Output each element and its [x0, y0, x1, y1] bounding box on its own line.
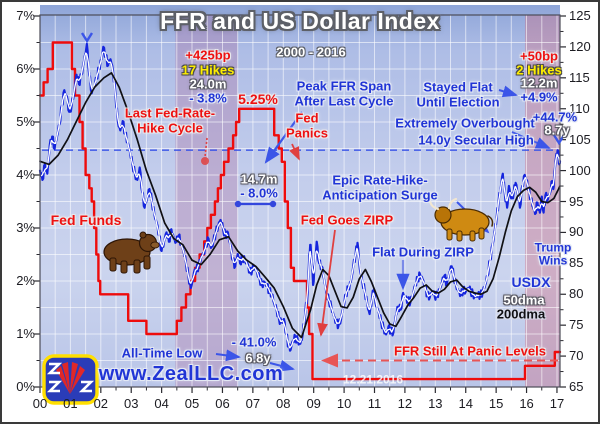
- axis-label: 120: [569, 38, 591, 54]
- annotation-date: 12.21.2016: [342, 372, 404, 387]
- hike-cycle-pointer-dot: [201, 157, 209, 165]
- fed-zirp-arrow: [317, 229, 336, 337]
- axis-label: 06: [215, 396, 230, 411]
- annotation-5-25-pct: 5.25%: [238, 91, 278, 108]
- chart-title: FFR and US Dollar Index: [160, 8, 440, 35]
- annotation-all-time-low: All-Time Low: [121, 345, 203, 361]
- annotation-14-7m: 14.7m: [240, 171, 278, 187]
- annotation-fed-goes-zirp: Fed Goes ZIRP: [300, 212, 394, 228]
- legend-usdx: USDX: [511, 274, 551, 291]
- annotation-minus-41: - 41.0%: [231, 334, 277, 350]
- annotation-minus-3-8: - 3.8%: [189, 90, 227, 106]
- gridlines: [39, 15, 560, 387]
- all-time-low-arrow: [215, 349, 241, 362]
- axis-label: 15: [488, 396, 504, 411]
- series-usdx-200dma: [39, 72, 561, 339]
- watermark-link[interactable]: www.ZealLLC.com: [98, 362, 284, 385]
- axis-label: 13: [428, 396, 443, 411]
- legend-200dma: 200dma: [496, 306, 546, 322]
- axis-label: 90: [569, 224, 584, 240]
- series-usdx-50dma: [40, 51, 561, 349]
- peak-span-arrow: [264, 111, 303, 164]
- axis-label: 105: [569, 131, 591, 147]
- axis-label: 125: [569, 8, 591, 23]
- annotation-plus50bp: +50bp: [520, 48, 558, 64]
- axis-label: 1%: [16, 326, 35, 341]
- annotation-panic-levels: FFR Still At Panic Levels: [394, 343, 546, 359]
- data-series: [38, 41, 562, 381]
- annotation-plus425bp: +425bp: [185, 47, 231, 63]
- annotation-epic-surge: Epic Rate-Hike- Anticipation Surge: [322, 172, 438, 202]
- axis-label: 16: [519, 396, 534, 411]
- annotation-8-7y: 8.7y: [544, 122, 570, 138]
- axis-label: 2%: [16, 273, 35, 288]
- annotation-6-8y: 6.8y: [245, 350, 271, 366]
- axis-label: 12: [397, 396, 413, 411]
- axis-label: 02: [93, 396, 109, 411]
- axis-label: 80: [569, 286, 584, 302]
- axis-label: 70: [569, 348, 584, 364]
- annotation-stayed-flat: Stayed Flat Until Election: [416, 79, 500, 109]
- axis-label: 100: [569, 162, 591, 178]
- plot-frame: [39, 14, 561, 388]
- axis-label: 03: [123, 396, 139, 411]
- axis-label: 04: [154, 396, 169, 411]
- fed-panics-arrow: [289, 143, 300, 161]
- axis-label: 08: [276, 396, 291, 411]
- annotation-plus-4-9: +4.9%: [520, 89, 558, 105]
- bull-icon: [428, 197, 494, 242]
- axis-label: 110: [569, 100, 590, 116]
- annotation-minus-8: - 8.0%: [240, 185, 278, 201]
- axis-label: 6%: [16, 61, 35, 76]
- annotation-fed-funds: Fed Funds: [50, 212, 122, 229]
- axis-label: 65: [569, 379, 584, 394]
- low-point-arrow: [269, 359, 295, 372]
- axis-label: 17: [549, 396, 565, 411]
- annotation-2-hikes: 2 Hikes: [516, 62, 562, 78]
- hike-cycle-pointer: [204, 137, 208, 158]
- peak-span-measure: [234, 200, 277, 208]
- overbought-arrow: [511, 131, 551, 149]
- axis-label: 75: [569, 317, 584, 333]
- axis-label: 85: [569, 255, 584, 271]
- annotation-24m: 24.0m: [189, 76, 227, 92]
- axis-label: 07: [245, 396, 261, 411]
- stayed-flat-arrow: [498, 85, 518, 98]
- axis-label: 4%: [16, 167, 35, 182]
- axis-label: 115: [569, 69, 590, 85]
- axis-label: 7%: [16, 8, 35, 23]
- axis-label: 01: [63, 396, 78, 411]
- annotation-12-2m: 12.2m: [520, 75, 558, 91]
- axis-label: 09: [306, 396, 321, 411]
- annotation-17-hikes: 17 Hikes: [181, 62, 235, 78]
- axis-label: 05: [184, 396, 200, 411]
- usdx-2017-peak-chevron-icon: [552, 134, 566, 146]
- annotation-trump-wins: Trump Wins: [534, 240, 572, 268]
- chart-subtitle: 2000 - 2016: [276, 44, 346, 60]
- axis-label: 11: [367, 396, 382, 411]
- annotation-peak-ffr-span: Peak FFR Span After Last Cycle: [294, 78, 394, 108]
- annotation-overbought: Extremely Overbought: [395, 115, 535, 131]
- axis-label: 14: [458, 396, 473, 411]
- axis-label: 3%: [16, 220, 35, 235]
- axis-label: 0%: [16, 379, 35, 394]
- legend-50dma: 50dma: [503, 292, 545, 308]
- annotation-fed-panics: Fed Panics: [286, 110, 328, 140]
- axis-label: 00: [32, 396, 48, 411]
- zeal-logo: [42, 354, 99, 405]
- axis-label: 10: [336, 396, 352, 411]
- axis-label: 5%: [16, 114, 35, 129]
- annotation-plus-44-7: +44.7%: [532, 109, 578, 125]
- usdx-2001-peak-chevron-icon: [80, 32, 94, 44]
- annotation-flat-during-zirp: Flat During ZIRP: [372, 244, 474, 260]
- annotation-secular-high: 14.0y Secular High: [418, 132, 534, 148]
- bear-icon: [103, 231, 160, 274]
- axis-label: 95: [569, 193, 584, 209]
- annotation-last-hike-cycle: Last Fed-Rate- Hike Cycle: [124, 105, 216, 135]
